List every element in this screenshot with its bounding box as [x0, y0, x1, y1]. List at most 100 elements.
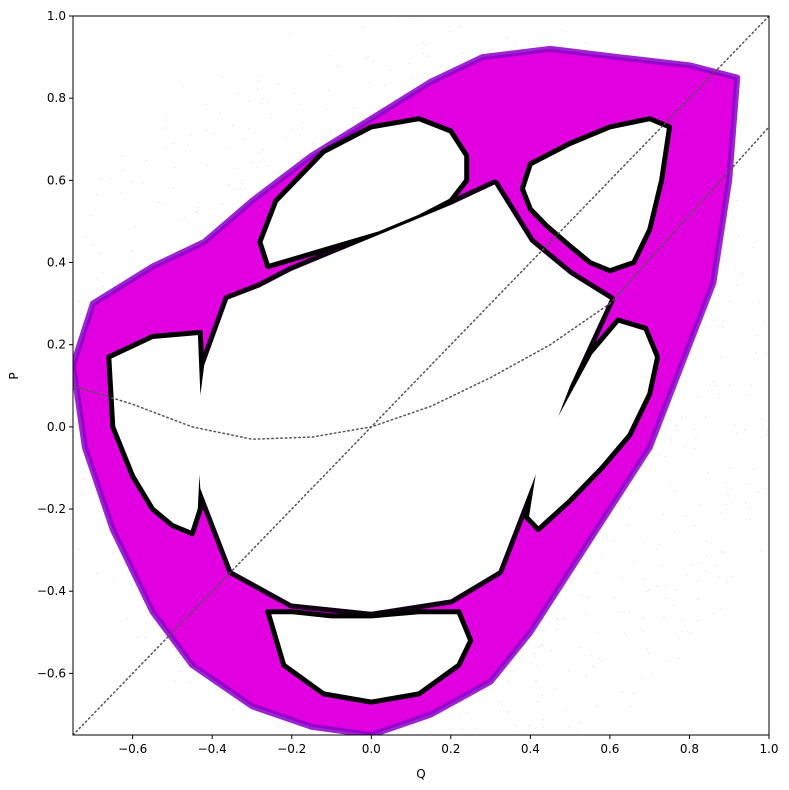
sparse-point — [535, 679, 537, 682]
sparse-point — [675, 424, 677, 427]
sparse-point — [700, 562, 702, 565]
sparse-point — [172, 187, 174, 189]
sparse-point — [174, 680, 176, 682]
sparse-point — [697, 396, 700, 398]
sparse-point — [122, 169, 124, 171]
sparse-point — [601, 660, 603, 662]
x-tick-label: 0.8 — [680, 742, 699, 756]
reference-curve-3 — [73, 302, 611, 440]
sparse-point — [596, 705, 598, 707]
sparse-point — [746, 483, 748, 485]
sparse-point — [312, 142, 315, 145]
sparse-point — [147, 615, 149, 617]
sparse-point — [508, 679, 510, 682]
sparse-point — [174, 166, 176, 168]
sparse-point — [651, 673, 653, 675]
sparse-point — [695, 438, 697, 440]
sparse-point — [696, 598, 698, 600]
sparse-point — [718, 325, 721, 327]
sparse-point — [432, 744, 433, 745]
y-tick-label: −0.2 — [37, 502, 66, 516]
sparse-point — [698, 598, 700, 600]
sparse-point — [132, 250, 135, 253]
sparse-point — [770, 411, 771, 412]
sparse-point — [258, 151, 260, 153]
reference-curve-1 — [73, 16, 769, 735]
sparse-point — [629, 705, 632, 708]
sparse-point — [735, 432, 738, 434]
sparse-point — [195, 211, 198, 213]
sparse-point — [588, 596, 590, 598]
sparse-point — [552, 748, 553, 749]
sparse-point — [752, 468, 755, 470]
sparse-point — [639, 628, 641, 630]
sparse-point — [267, 101, 269, 104]
data-layer — [47, 16, 784, 749]
sparse-point — [763, 321, 765, 323]
sparse-point — [631, 563, 633, 565]
sparse-point — [180, 219, 183, 221]
sparse-point — [486, 741, 487, 742]
sparse-point — [562, 618, 564, 620]
y-axis: −0.6 −0.4 −0.2 0.0 0.2 0.4 0.6 0.8 1.0 — [37, 9, 73, 680]
sparse-point — [517, 730, 519, 732]
sparse-point — [47, 389, 48, 390]
sparse-point — [745, 502, 747, 504]
sparse-point — [585, 674, 587, 676]
x-tick-label: 0.0 — [362, 742, 381, 756]
sparse-point — [231, 124, 234, 127]
sparse-point — [693, 428, 695, 431]
sparse-point — [205, 129, 207, 131]
sparse-point — [656, 548, 658, 550]
sparse-point — [408, 62, 410, 65]
sparse-point — [262, 148, 265, 151]
sparse-point — [646, 590, 648, 593]
sparse-point — [723, 552, 725, 554]
sparse-point — [513, 670, 515, 673]
sparse-point — [507, 711, 510, 713]
sparse-point — [663, 456, 666, 458]
sparse-point — [537, 646, 539, 648]
sparse-point — [674, 490, 676, 492]
sparse-point — [285, 137, 287, 139]
sparse-point — [612, 540, 614, 542]
sparse-point — [663, 513, 665, 516]
sparse-point — [519, 657, 521, 659]
x-tick-label: −0.6 — [118, 742, 147, 756]
sparse-point — [336, 65, 339, 67]
sparse-point — [628, 507, 631, 510]
sparse-point — [687, 631, 689, 633]
sparse-point — [111, 579, 114, 581]
sparse-point — [783, 385, 784, 386]
sparse-point — [327, 89, 330, 92]
sparse-point — [79, 501, 81, 503]
sparse-point — [96, 194, 98, 196]
sparse-point — [109, 178, 112, 180]
sparse-point — [709, 384, 712, 386]
sparse-point — [720, 356, 722, 358]
sparse-point — [535, 664, 537, 666]
sparse-point — [119, 192, 122, 194]
sparse-point — [131, 180, 133, 183]
sparse-point — [719, 512, 721, 514]
sparse-point — [555, 618, 558, 620]
sparse-point — [299, 134, 301, 136]
y-tick-label: −0.4 — [37, 584, 66, 598]
sparse-point — [206, 164, 208, 166]
sparse-point — [717, 294, 720, 296]
sparse-point — [164, 204, 166, 206]
sparse-point — [96, 572, 98, 574]
sparse-point — [644, 540, 646, 543]
y-tick-label: 0.2 — [47, 338, 66, 352]
sparse-point — [704, 326, 707, 329]
sparse-point — [142, 182, 145, 184]
sparse-point — [83, 478, 85, 480]
sparse-point — [621, 577, 624, 579]
sparse-point — [100, 178, 103, 180]
sparse-point — [459, 715, 461, 718]
sparse-point — [741, 273, 744, 276]
sparse-point — [80, 313, 82, 316]
sparse-point — [252, 132, 254, 134]
sparse-point — [205, 103, 208, 105]
